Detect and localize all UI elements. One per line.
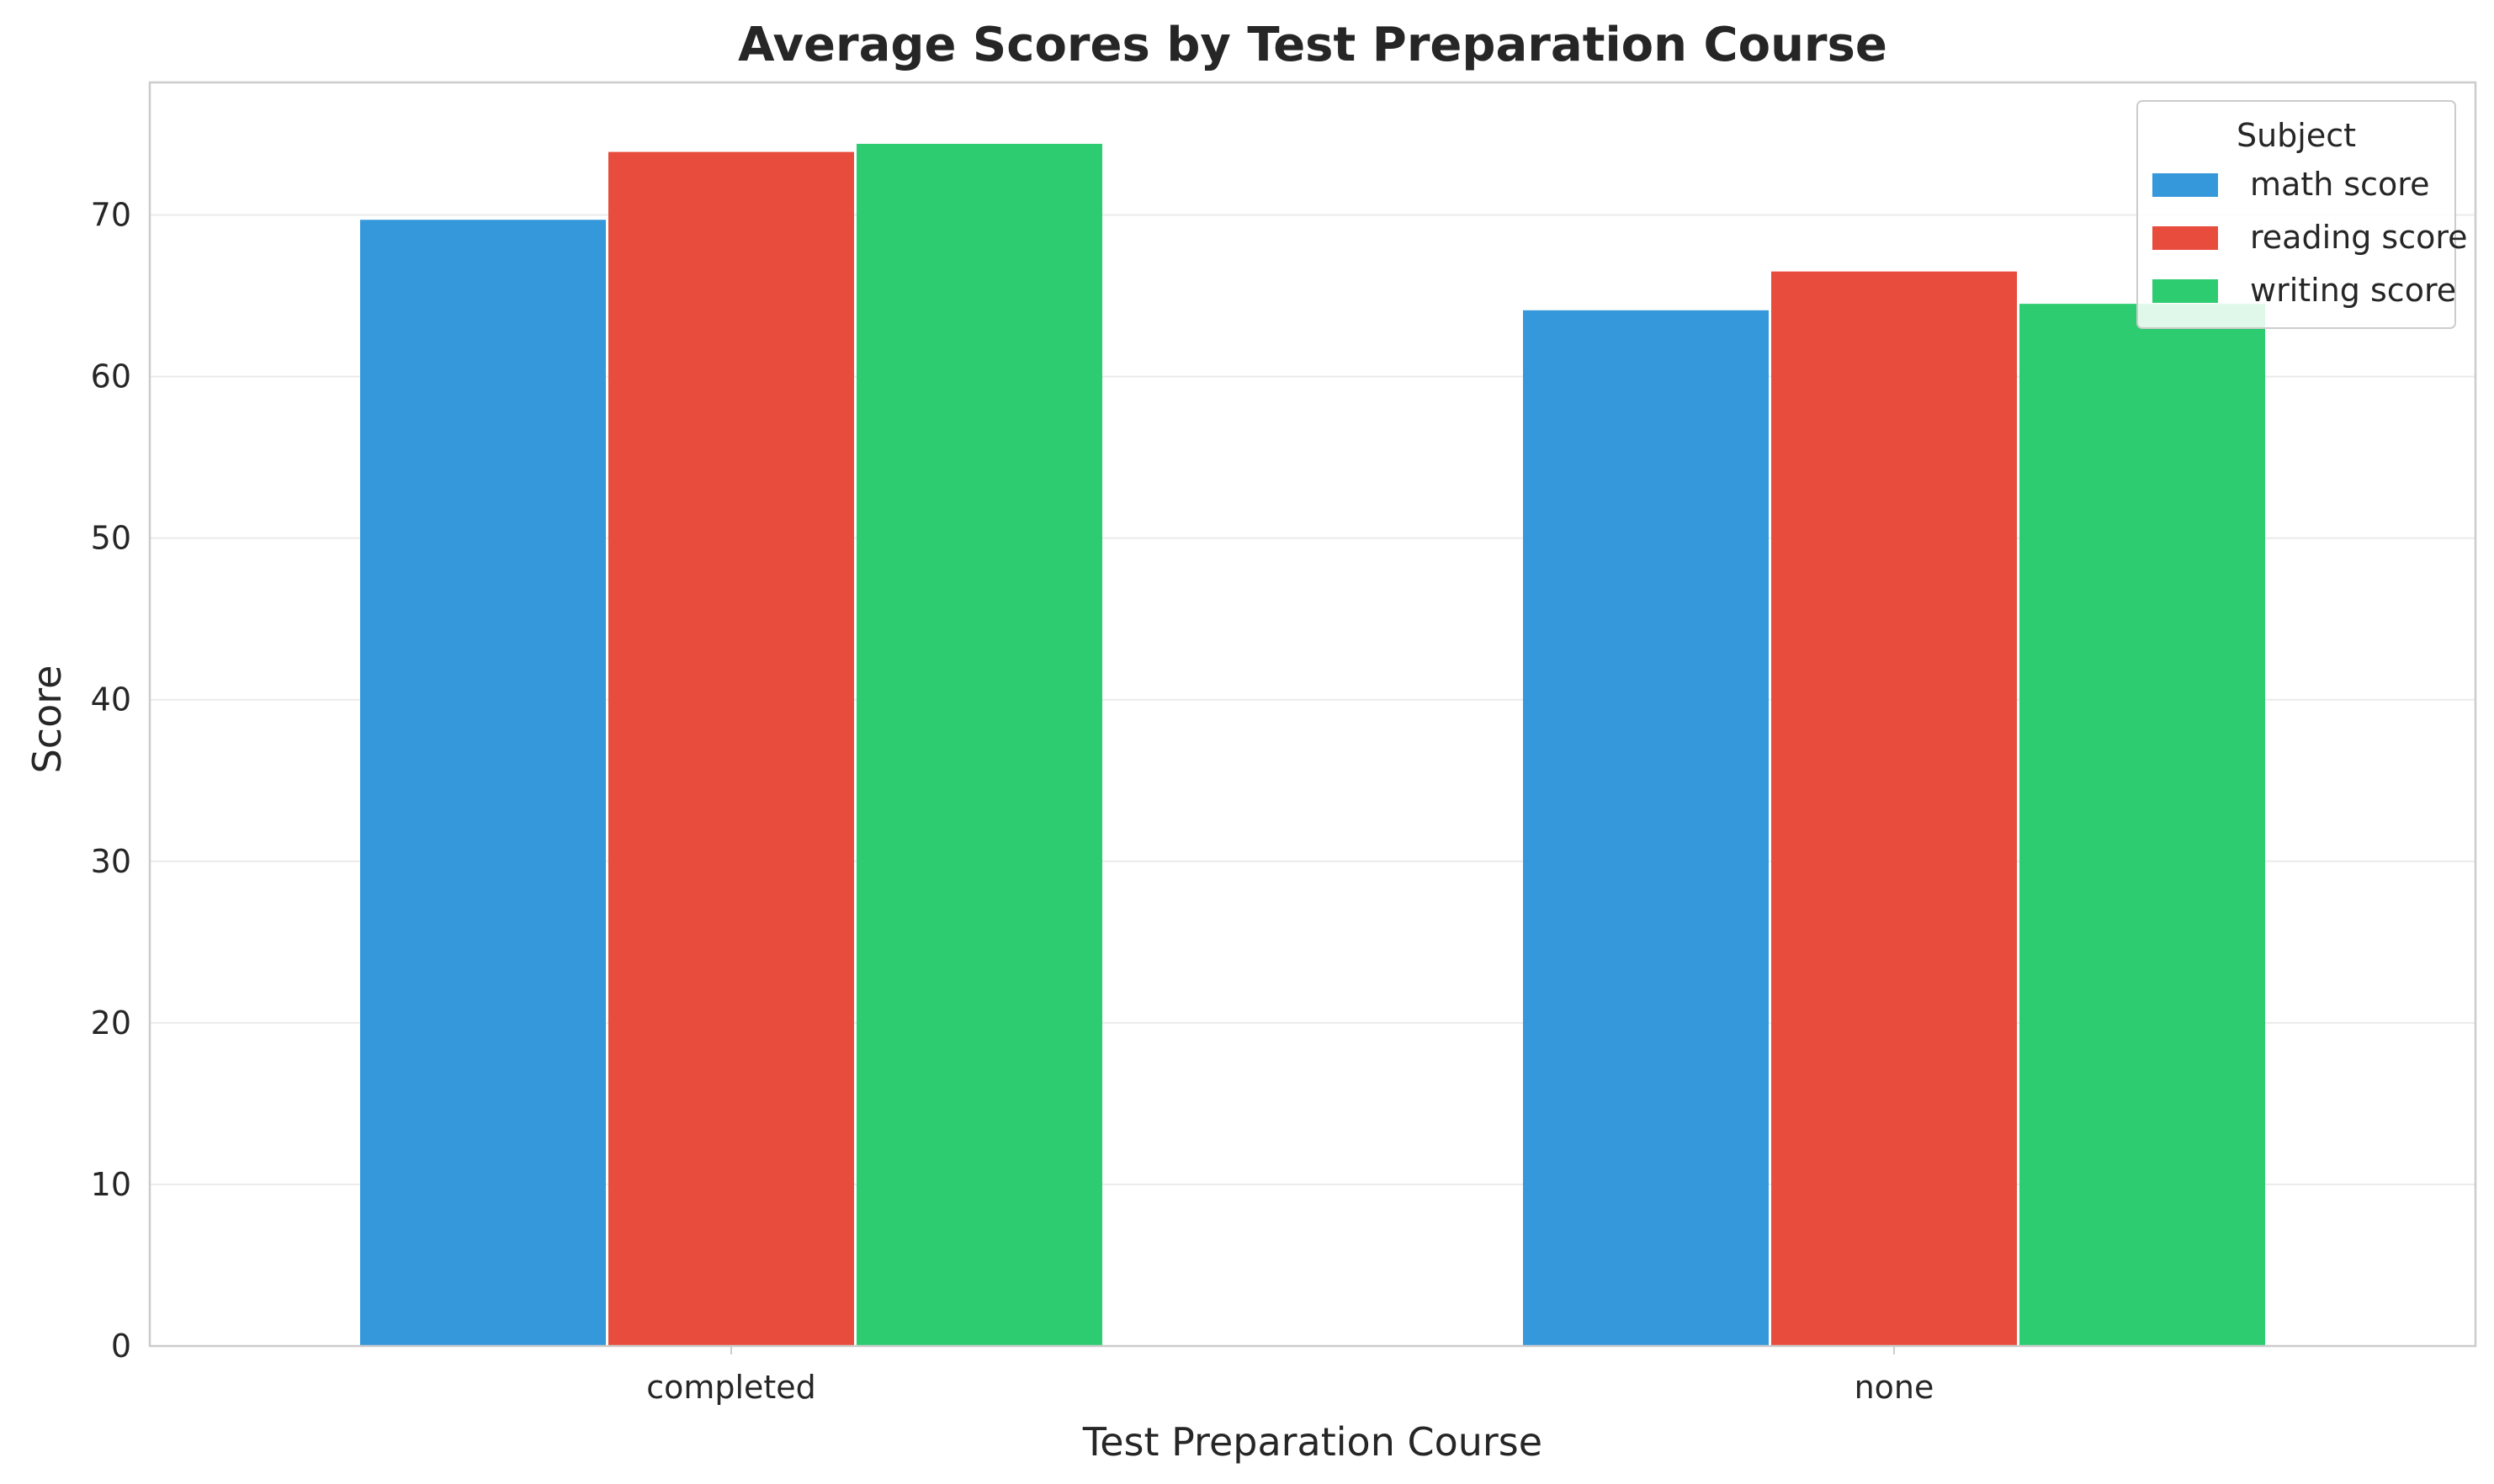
x-axis-label: Test Preparation Course bbox=[1082, 1419, 1542, 1465]
y-tick-label: 20 bbox=[91, 1004, 131, 1041]
legend-label: writing score bbox=[2250, 272, 2456, 309]
chart-title: Average Scores by Test Preparation Cours… bbox=[738, 18, 1887, 72]
y-axis-label: Score bbox=[24, 665, 70, 774]
bar-reading-score-none bbox=[1771, 271, 2017, 1347]
legend-swatch bbox=[2152, 226, 2218, 250]
bar-writing-score-none bbox=[2019, 304, 2265, 1346]
y-tick-label: 70 bbox=[91, 196, 131, 233]
bars bbox=[360, 143, 2265, 1347]
legend-label: math score bbox=[2250, 166, 2429, 203]
y-tick-label: 40 bbox=[91, 681, 131, 718]
y-tick-label: 30 bbox=[91, 843, 131, 880]
legend-title: Subject bbox=[2237, 117, 2356, 154]
legend-swatch bbox=[2152, 173, 2218, 197]
x-tick-label: completed bbox=[646, 1369, 816, 1406]
y-tick-label: 0 bbox=[111, 1328, 131, 1365]
bar-reading-score-completed bbox=[608, 151, 854, 1346]
y-tick-label: 10 bbox=[91, 1166, 131, 1203]
x-tick-label: none bbox=[1855, 1369, 1934, 1406]
legend-label: reading score bbox=[2250, 219, 2468, 256]
y-tick-label: 60 bbox=[91, 358, 131, 395]
plot-frame bbox=[148, 81, 2477, 1348]
legend-box bbox=[2136, 100, 2456, 329]
legend: Subject math score reading score writing sc… bbox=[2136, 100, 2468, 329]
legend-swatch bbox=[2152, 279, 2218, 303]
bar-math-score-completed bbox=[360, 220, 606, 1346]
y-tick-label: 50 bbox=[91, 520, 131, 557]
bar-math-score-none bbox=[1523, 310, 1769, 1346]
bar-writing-score-completed bbox=[857, 143, 1102, 1347]
axes: 0 10 20 30 40 50 60 70 completed none bbox=[91, 81, 2477, 1406]
